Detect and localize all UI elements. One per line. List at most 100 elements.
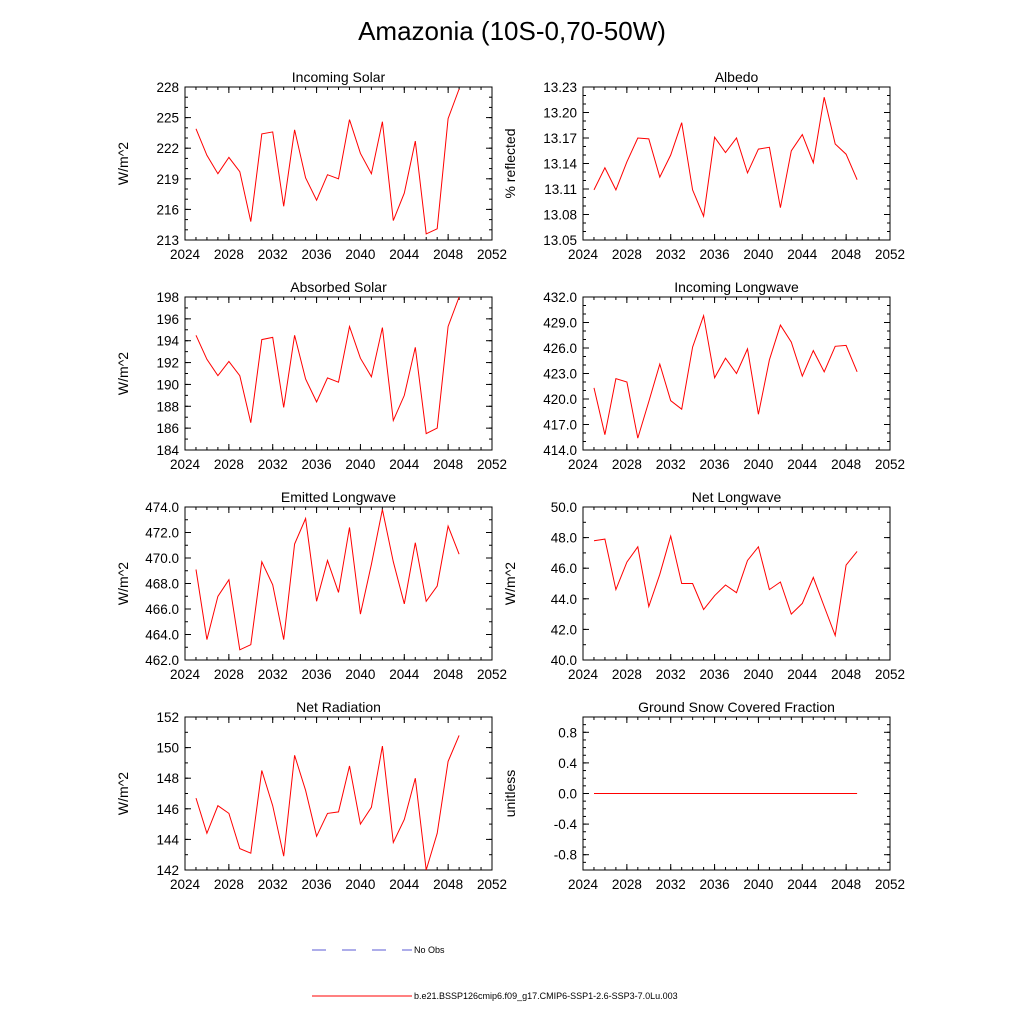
x-tick-label: 2028 (612, 247, 642, 262)
y-tick-label: 13.23 (543, 80, 577, 95)
x-tick-label: 2028 (612, 877, 642, 892)
y-tick-label: 222 (156, 141, 179, 156)
x-tick-label: 2048 (831, 877, 861, 892)
panel-title: Incoming Longwave (674, 279, 799, 295)
x-tick-label: 2032 (258, 877, 288, 892)
x-tick-label: 2048 (831, 667, 861, 682)
x-tick-label: 2040 (345, 877, 375, 892)
x-tick-label: 2032 (656, 247, 686, 262)
y-axis-label: W/m^2 (115, 352, 131, 395)
x-tick-label: 2028 (214, 247, 244, 262)
figure-title: Amazonia (10S-0,70-50W) (358, 16, 666, 46)
x-tick-label: 2032 (258, 667, 288, 682)
y-tick-label: 0.0 (558, 787, 577, 802)
y-tick-label: 50.0 (551, 500, 577, 515)
panel-albedo: 2024 2028 2032 2036 2040 2044 2048 2052 13.05 13.… (502, 69, 905, 262)
y-tick-label: 148 (156, 771, 179, 786)
y-tick-label: 423.0 (543, 367, 577, 382)
x-tick-label: 2052 (477, 457, 507, 472)
x-tick-label: 2048 (433, 667, 463, 682)
y-axis-label: W/m^2 (115, 562, 131, 605)
x-tick-label: 2040 (345, 457, 375, 472)
y-tick-label: 0.8 (558, 725, 577, 740)
x-tick-label: 2036 (700, 457, 730, 472)
panel-absorbed-solar: 2024 2028 2032 2036 2040 2044 2048 2052 184 186 18… (115, 279, 507, 472)
x-tick-label: 2052 (477, 247, 507, 262)
x-tick-label: 2052 (875, 667, 905, 682)
series-line (195, 296, 460, 435)
y-axis-label: W/m^2 (115, 772, 131, 815)
x-tick-label: 2044 (787, 667, 818, 682)
y-tick-label: 150 (156, 741, 179, 756)
y-tick-label: 432.0 (543, 290, 577, 305)
y-tick-label: 420.0 (543, 392, 577, 407)
y-tick-label: -0.4 (554, 817, 578, 832)
y-tick-label: -0.8 (554, 848, 577, 863)
y-tick-label: 152 (156, 710, 179, 725)
x-tick-label: 2040 (345, 667, 375, 682)
panel-title: Incoming Solar (292, 69, 386, 85)
y-tick-label: 196 (156, 312, 179, 327)
y-tick-label: 42.0 (551, 622, 577, 637)
y-tick-label: 414.0 (543, 443, 577, 458)
legend-no-obs-label: No Obs (414, 945, 445, 955)
y-tick-label: 0.4 (558, 756, 577, 771)
x-tick-label: 2024 (568, 667, 599, 682)
x-tick-label: 2036 (302, 247, 332, 262)
x-tick-label: 2028 (612, 667, 642, 682)
x-tick-label: 2036 (700, 667, 730, 682)
x-tick-label: 2044 (787, 457, 818, 472)
y-tick-label: 228 (156, 80, 179, 95)
plot-frame (582, 86, 891, 241)
x-tick-label: 2052 (875, 877, 905, 892)
y-tick-label: 13.14 (543, 157, 577, 172)
x-tick-label: 2044 (787, 247, 818, 262)
y-tick-label: 13.08 (543, 208, 577, 223)
y-tick-label: 216 (156, 202, 179, 217)
panel-title: Albedo (715, 69, 759, 85)
x-tick-label: 2024 (170, 457, 201, 472)
x-tick-label: 2048 (433, 457, 463, 472)
panels: 2024 2028 2032 2036 2040 2044 2048 2052 213 216 21… (115, 69, 905, 892)
panel-emitted-longwave: 2024 2028 2032 2036 2040 2044 2048 2052 462.0 464… (115, 489, 507, 682)
series-line (195, 509, 460, 651)
x-tick-label: 2036 (700, 247, 730, 262)
y-tick-label: 13.20 (543, 106, 577, 121)
y-tick-label: 144 (156, 832, 179, 847)
legend-model-label: b.e21.BSSP126cmip6.f09_g17.CMIP6-SSP1-2.… (414, 991, 678, 1001)
x-tick-label: 2044 (389, 457, 420, 472)
x-tick-label: 2032 (258, 457, 288, 472)
y-tick-label: 142 (156, 863, 179, 878)
x-tick-label: 2032 (656, 457, 686, 472)
x-tick-label: 2040 (743, 457, 773, 472)
panel-title: Emitted Longwave (281, 489, 396, 505)
x-tick-label: 2028 (612, 457, 642, 472)
x-tick-label: 2044 (389, 247, 420, 262)
y-tick-label: 462.0 (145, 653, 179, 668)
y-tick-label: 44.0 (551, 592, 577, 607)
y-tick-label: 188 (156, 399, 179, 414)
y-tick-label: 13.05 (543, 233, 577, 248)
panel-incoming-longwave: 2024 2028 2032 2036 2040 2044 2048 2052 414.0 417… (543, 279, 905, 472)
x-tick-label: 2044 (787, 877, 818, 892)
x-tick-label: 2036 (302, 667, 332, 682)
x-tick-label: 2048 (831, 457, 861, 472)
panel-title: Absorbed Solar (290, 279, 387, 295)
y-tick-label: 426.0 (543, 341, 577, 356)
series-line (593, 534, 858, 638)
plot-frame (184, 296, 493, 451)
y-tick-label: 417.0 (543, 418, 577, 433)
y-tick-label: 464.0 (145, 628, 179, 643)
y-tick-label: 470.0 (145, 551, 179, 566)
x-tick-label: 2048 (433, 247, 463, 262)
x-tick-label: 2052 (477, 877, 507, 892)
plot-frame (184, 506, 493, 661)
x-tick-label: 2024 (568, 457, 599, 472)
x-tick-label: 2024 (568, 877, 599, 892)
y-tick-label: 192 (156, 356, 179, 371)
y-axis-label: % reflected (502, 128, 518, 198)
x-tick-label: 2048 (433, 877, 463, 892)
x-tick-label: 2032 (656, 877, 686, 892)
x-tick-label: 2040 (743, 667, 773, 682)
